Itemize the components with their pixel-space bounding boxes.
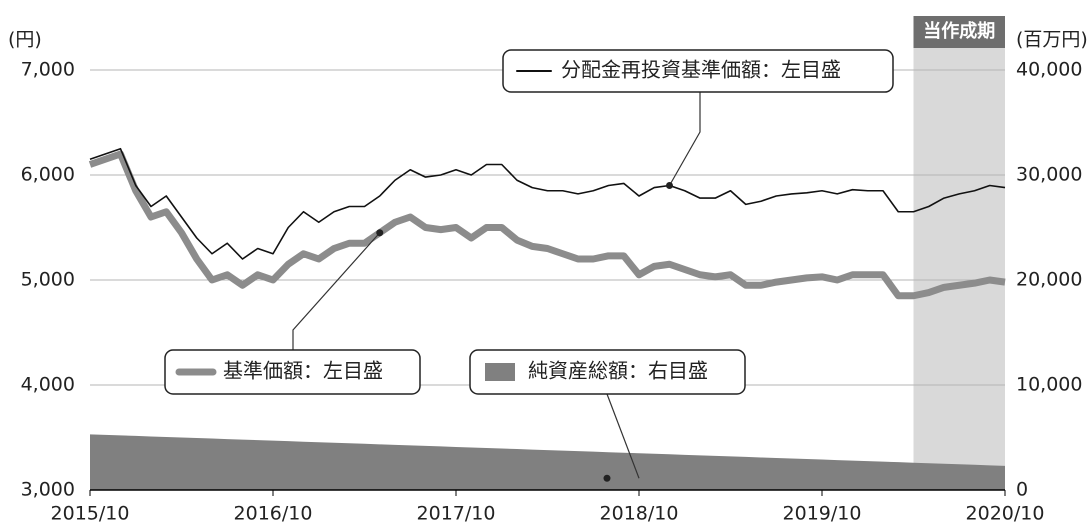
callout-line [668, 92, 701, 186]
y2-tick-label: 30,000 [1016, 164, 1082, 186]
callout-line [292, 232, 381, 350]
legend-label: 分配金再投資基準価額：左目盛 [561, 58, 841, 82]
line [89, 147, 1006, 260]
y-tick-label: 3,000 [21, 479, 75, 501]
callout-dot [666, 182, 673, 189]
callout-line [606, 393, 640, 479]
legend-label: 純資産総額：右目盛 [528, 359, 708, 383]
legend-label: 基準価額：左目盛 [223, 359, 383, 383]
x-tick-label: 2020/10 [966, 503, 1045, 525]
y2-tick-label: 40,000 [1016, 59, 1082, 81]
x-tick-label: 2015/10 [51, 503, 130, 525]
legend-box [502, 49, 894, 93]
y-tick-label: 6,000 [21, 164, 75, 186]
x-tick-label: 2017/10 [417, 503, 496, 525]
callout-dot [376, 229, 384, 237]
highlight-label-box [913, 16, 1005, 48]
callout-dot [603, 474, 611, 482]
y2-axis-label: (百万円) [1016, 29, 1088, 51]
highlight-band [913, 18, 1005, 490]
area [90, 434, 1005, 490]
y2-tick-label: 0 [1016, 479, 1028, 501]
y2-tick-label: 10,000 [1016, 374, 1082, 396]
y-tick-label: 7,000 [21, 59, 75, 81]
y-tick-label: 4,000 [21, 374, 75, 396]
legend-box [469, 349, 746, 395]
y-tick-label: 5,000 [21, 269, 75, 291]
x-tick-label: 2018/10 [600, 503, 679, 525]
highlight-label: 当作成期 [923, 20, 995, 42]
x-tick-label: 2019/10 [783, 503, 862, 525]
legend-box [164, 349, 421, 395]
y-axis-label: (円) [8, 29, 42, 51]
legend-swatch [485, 363, 515, 381]
y2-tick-label: 20,000 [1016, 269, 1082, 291]
x-tick-label: 2016/10 [234, 503, 313, 525]
line [88, 150, 1006, 300]
